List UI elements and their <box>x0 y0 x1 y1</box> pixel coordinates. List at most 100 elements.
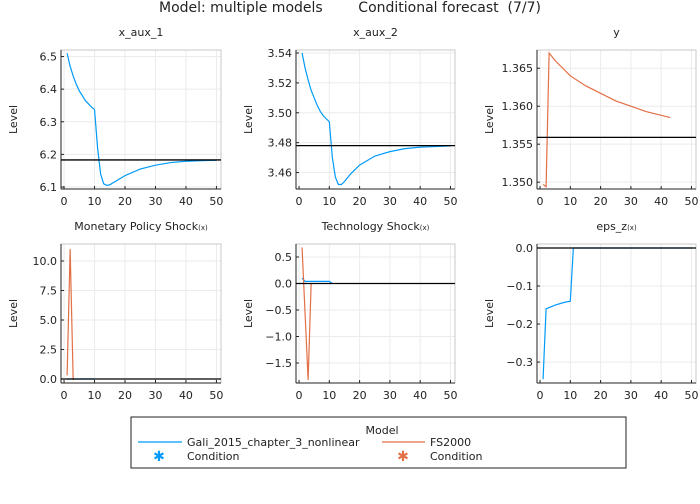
panel-6: 0 10 20 30 40 50 −0.3 −0.2 −0.1 0.0 eps_z(x) Level <box>483 220 698 402</box>
panel-3: 0 10 20 30 40 50 1.350 1.355 1.360 1.365 y Level <box>483 26 698 208</box>
y-tick-label: −0.5 <box>265 304 292 317</box>
x-tick-label: 50 <box>443 195 457 208</box>
x-tick-label: 20 <box>118 195 132 208</box>
x-tick-label: 30 <box>383 195 397 208</box>
y-tick-label: 3.46 <box>268 167 293 180</box>
legend-label-condition-model2: Condition <box>430 450 483 463</box>
x-tick-label: 50 <box>209 389 223 402</box>
y-tick-label: 3.48 <box>268 137 293 150</box>
panel-5: 0 10 20 30 40 50 −1.5 −1.0 −0.5 0.0 0.5 Technology … <box>242 220 457 402</box>
x-tick-label: 10 <box>563 195 577 208</box>
panel-4: 0 10 20 30 40 50 0.0 2.5 5.0 7.5 10.0 Monetary Poli… <box>7 220 223 402</box>
y-tick-label: −0.3 <box>506 356 533 369</box>
panel-title: y <box>613 26 620 39</box>
y-tick-label: 6.4 <box>40 83 58 96</box>
y-tick-label: 7.5 <box>40 284 58 297</box>
x-tick-label: 0 <box>537 195 544 208</box>
y-tick-label: 1.365 <box>502 62 534 75</box>
y-tick-label: −0.1 <box>506 280 533 293</box>
y-axis-label: Level <box>7 299 20 328</box>
y-tick-label: 0.0 <box>275 277 293 290</box>
series-line <box>301 52 451 186</box>
x-tick-label: 30 <box>148 389 162 402</box>
y-tick-label: 0.0 <box>40 373 58 386</box>
x-tick-label: 20 <box>353 389 367 402</box>
x-tick-label: 40 <box>413 389 427 402</box>
x-tick-label: 0 <box>296 389 303 402</box>
x-tick-label: 20 <box>353 195 367 208</box>
y-tick-label: 6.2 <box>40 148 58 161</box>
x-tick-label: 50 <box>684 195 698 208</box>
y-tick-label: 3.52 <box>268 77 293 90</box>
series-line <box>301 277 333 284</box>
legend-star-icon-model1: ✱ <box>153 449 165 465</box>
series-line <box>66 53 217 187</box>
y-tick-label: 6.5 <box>40 51 58 64</box>
plot-frame <box>295 49 456 190</box>
legend-label-model1: Gali_2015_chapter_3_nonlinear <box>187 436 360 449</box>
y-tick-label: 10.0 <box>33 255 58 268</box>
panel-title: x_aux_2 <box>353 26 398 39</box>
x-tick-label: 30 <box>624 389 638 402</box>
x-tick-label: 30 <box>383 389 397 402</box>
series-line <box>301 247 312 381</box>
x-tick-label: 50 <box>684 389 698 402</box>
y-axis-label: Level <box>483 299 496 328</box>
y-tick-label: 5.0 <box>40 314 58 327</box>
x-tick-label: 0 <box>61 389 68 402</box>
x-tick-label: 10 <box>563 389 577 402</box>
x-tick-label: 40 <box>179 389 193 402</box>
x-tick-label: 10 <box>88 389 102 402</box>
y-tick-label: −1.0 <box>265 331 292 344</box>
x-tick-label: 10 <box>322 389 336 402</box>
series-line <box>66 249 74 381</box>
x-tick-label: 0 <box>61 195 68 208</box>
x-tick-label: 30 <box>148 195 162 208</box>
figure-title: Model: multiple models Conditional forec… <box>159 0 541 16</box>
y-tick-label: 1.360 <box>502 100 534 113</box>
x-tick-label: 40 <box>179 195 193 208</box>
y-tick-label: 2.5 <box>40 343 58 356</box>
y-tick-label: 3.54 <box>268 47 293 60</box>
y-tick-label: 0.0 <box>516 242 534 255</box>
panel-title: eps_z(x) <box>596 220 637 233</box>
x-tick-label: 20 <box>594 195 608 208</box>
legend-box <box>130 416 627 469</box>
legend-label-condition-model1: Condition <box>187 450 240 463</box>
x-tick-label: 30 <box>624 195 638 208</box>
y-tick-label: −0.2 <box>506 318 533 331</box>
plot-frame <box>536 49 697 190</box>
panel-title: x_aux_1 <box>119 26 164 39</box>
y-tick-label: 6.3 <box>40 116 58 129</box>
legend-title: Model <box>365 424 398 437</box>
y-axis-label: Level <box>7 105 20 134</box>
y-tick-label: 3.50 <box>268 107 293 120</box>
legend: Model Gali_2015_chapter_3_nonlinear FS20… <box>130 416 627 469</box>
y-tick-label: 0.5 <box>275 251 293 264</box>
x-tick-label: 50 <box>209 195 223 208</box>
y-tick-label: −1.5 <box>265 357 292 370</box>
panel-title: Technology Shock(x) <box>321 220 430 233</box>
y-axis-label: Level <box>242 299 255 328</box>
x-tick-label: 0 <box>537 389 544 402</box>
panel-title-suffix: (x) <box>627 224 637 232</box>
legend-star-icon-model2: ✱ <box>397 449 409 465</box>
panel-title-suffix: (x) <box>198 224 208 232</box>
y-axis-label: Level <box>242 105 255 134</box>
plot-frame <box>60 49 222 190</box>
series-line <box>542 51 671 188</box>
panel-1: 0 10 20 30 40 50 6.1 6.2 6.3 6.4 6.5 x_aux_1 Level <box>7 26 223 208</box>
x-tick-label: 20 <box>594 389 608 402</box>
x-tick-label: 50 <box>443 389 457 402</box>
plot-frame <box>295 243 456 384</box>
panel-title: Monetary Policy Shock(x) <box>74 220 208 233</box>
y-tick-label: 1.350 <box>502 176 534 189</box>
series-line <box>542 247 692 380</box>
y-tick-label: 1.355 <box>502 138 534 151</box>
x-tick-label: 40 <box>654 195 668 208</box>
x-tick-label: 40 <box>654 389 668 402</box>
y-axis-label: Level <box>483 105 496 134</box>
panel-2: 0 10 20 30 40 50 3.46 3.48 3.50 3.52 3.54 x_aux_2 Le… <box>242 26 457 208</box>
x-tick-label: 10 <box>88 195 102 208</box>
